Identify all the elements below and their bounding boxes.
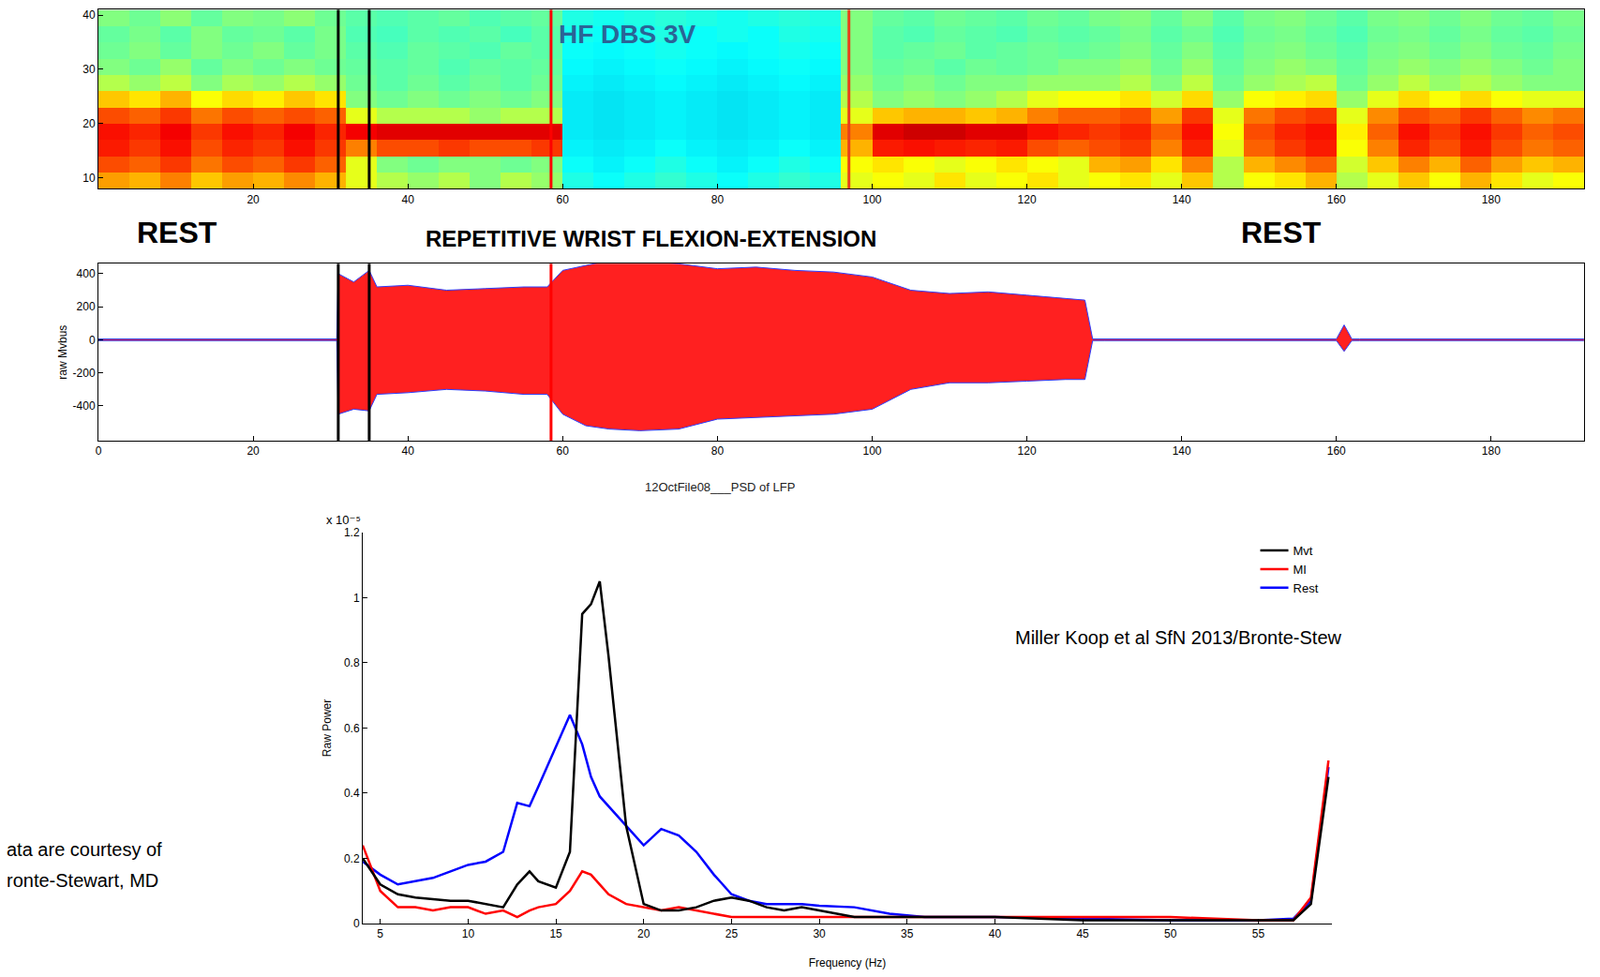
svg-text:160: 160 (1327, 193, 1346, 207)
svg-text:40: 40 (402, 444, 416, 458)
svg-text:40: 40 (988, 927, 1002, 941)
svg-text:30: 30 (82, 62, 96, 76)
svg-text:Raw Power: Raw Power (320, 699, 334, 757)
svg-text:5: 5 (376, 927, 384, 941)
svg-text:400: 400 (76, 267, 96, 281)
svg-text:Rest: Rest (1293, 581, 1319, 596)
svg-text:REST: REST (136, 215, 218, 250)
svg-text:0.2: 0.2 (343, 852, 360, 866)
svg-text:100: 100 (862, 193, 882, 207)
svg-text:60: 60 (556, 193, 570, 207)
svg-text:raw Mvbus: raw Mvbus (56, 325, 70, 380)
svg-text:120: 120 (1017, 444, 1037, 458)
svg-text:180: 180 (1481, 193, 1501, 207)
svg-text:80: 80 (711, 444, 725, 458)
svg-text:20: 20 (637, 927, 651, 941)
svg-text:20: 20 (82, 117, 96, 131)
svg-text:80: 80 (711, 193, 725, 207)
svg-text:0.6: 0.6 (343, 721, 360, 735)
svg-text:REPETITIVE WRIST FLEXION-EXTEN: REPETITIVE WRIST FLEXION-EXTENSION (425, 225, 877, 252)
svg-text:140: 140 (1172, 444, 1192, 458)
svg-text:ronte-Stewart, MD: ronte-Stewart, MD (6, 869, 159, 891)
svg-text:HF DBS 3V: HF DBS 3V (558, 19, 697, 49)
svg-text:x 10⁻⁵: x 10⁻⁵ (326, 512, 361, 527)
svg-text:45: 45 (1076, 927, 1090, 941)
svg-text:Miller Koop et al SfN 2013/Bro: Miller Koop et al SfN 2013/Bronte-Stew (1015, 627, 1343, 648)
svg-text:12OctFile08___PSD of LFP: 12OctFile08___PSD of LFP (644, 479, 795, 494)
svg-text:-400: -400 (73, 399, 96, 413)
svg-text:25: 25 (725, 927, 739, 941)
svg-text:40: 40 (82, 8, 96, 22)
svg-text:40: 40 (402, 193, 416, 207)
svg-text:0: 0 (95, 444, 103, 458)
svg-text:20: 20 (246, 193, 260, 207)
svg-text:30: 30 (812, 927, 826, 941)
svg-text:0.4: 0.4 (343, 786, 360, 800)
svg-text:0: 0 (353, 916, 360, 930)
svg-text:0: 0 (89, 333, 96, 347)
svg-text:10: 10 (82, 171, 96, 185)
svg-text:15: 15 (549, 927, 563, 941)
svg-text:160: 160 (1327, 444, 1346, 458)
svg-text:140: 140 (1172, 193, 1192, 207)
svg-text:Frequency (Hz): Frequency (Hz) (808, 956, 887, 970)
svg-text:100: 100 (862, 444, 882, 458)
svg-text:35: 35 (900, 927, 914, 941)
svg-text:180: 180 (1481, 444, 1501, 458)
svg-text:200: 200 (76, 299, 96, 314)
svg-text:MI: MI (1293, 562, 1307, 577)
svg-text:50: 50 (1164, 927, 1178, 941)
svg-text:60: 60 (556, 444, 570, 458)
svg-text:1: 1 (353, 591, 360, 605)
svg-text:10: 10 (462, 927, 476, 941)
svg-text:Mvt: Mvt (1293, 543, 1314, 558)
svg-text:-200: -200 (73, 366, 96, 380)
svg-text:120: 120 (1017, 193, 1037, 207)
svg-text:REST: REST (1241, 215, 1322, 250)
svg-text:0.8: 0.8 (343, 656, 360, 670)
svg-text:20: 20 (246, 444, 260, 458)
svg-text:1.2: 1.2 (343, 525, 360, 539)
svg-text:55: 55 (1252, 927, 1266, 941)
svg-text:ata are courtesy of: ata are courtesy of (6, 838, 163, 860)
